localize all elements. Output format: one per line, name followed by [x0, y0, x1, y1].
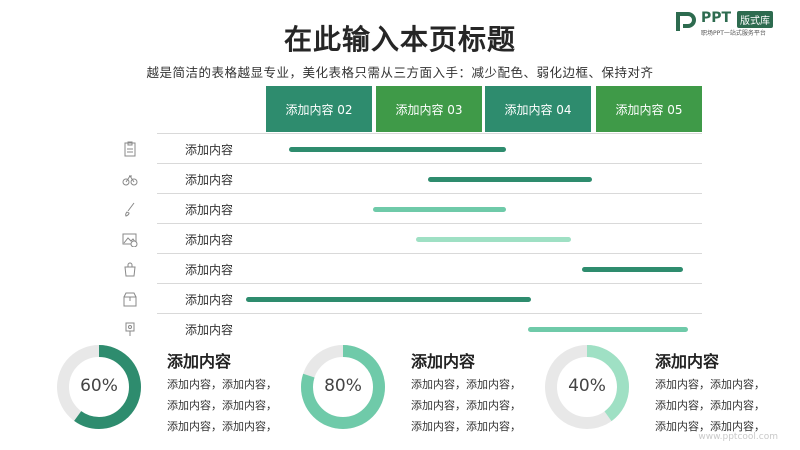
row-label: 添加内容: [185, 233, 234, 247]
clipboard-icon: [124, 141, 136, 157]
row-label: 添加内容: [185, 293, 234, 307]
gantt-bar: [416, 237, 572, 242]
row-divider: [157, 133, 702, 134]
progress-donut: [301, 345, 385, 429]
row-divider: [157, 313, 702, 314]
column-header: 添加内容 03: [376, 86, 482, 132]
column-header: 添加内容 02: [266, 86, 372, 132]
card-text: 添加内容，添加内容，: [411, 378, 521, 391]
card-text: 添加内容，添加内容，: [411, 420, 521, 433]
logo-mark-icon: [676, 12, 696, 31]
card-title: 添加内容: [411, 352, 476, 371]
card-text: 添加内容，添加内容，: [655, 378, 765, 391]
bag-icon: [124, 262, 136, 277]
page-subtitle: 越是简洁的表格越显专业，美化表格只需从三方面入手：减少配色、弱化边框、保持对齐: [146, 65, 654, 80]
logo-slogan: 职场PPT一站式服务平台: [701, 30, 766, 37]
donut-percent: 60%: [80, 376, 118, 396]
gantt-bar: [372, 207, 506, 212]
column-header: 添加内容 04: [485, 86, 591, 132]
page-title: 在此输入本页标题: [283, 23, 516, 56]
card-text: 添加内容，添加内容，: [167, 378, 277, 391]
gantt-bar: [288, 147, 506, 152]
donut-percent: 40%: [568, 376, 606, 396]
pin-icon: [125, 322, 135, 336]
row-divider: [157, 223, 702, 224]
watermark: www.pptcool.com: [698, 432, 778, 442]
row-label: 添加内容: [185, 143, 234, 157]
row-label: 添加内容: [185, 263, 234, 277]
brush-icon: [125, 202, 135, 217]
card-text: 添加内容，添加内容，: [655, 420, 765, 433]
card-title: 添加内容: [167, 352, 232, 371]
card-text: 添加内容，添加内容，: [655, 399, 765, 412]
row-divider: [157, 193, 702, 194]
brand-logo: PPT 版式库 职场PPT一站式服务平台: [675, 10, 790, 40]
row-divider: [157, 253, 702, 254]
card-text: 添加内容，添加内容，: [167, 420, 277, 433]
row-label: 添加内容: [185, 323, 234, 337]
column-header: 添加内容 05: [596, 86, 702, 132]
gantt-bar: [527, 327, 688, 332]
logo-brand: PPT: [701, 10, 732, 26]
card-text: 添加内容，添加内容，: [167, 399, 277, 412]
box-icon: [123, 292, 137, 307]
row-divider: [157, 283, 702, 284]
logo-tag: 版式库: [737, 11, 773, 28]
progress-donut: [545, 345, 629, 429]
image-icon: [122, 233, 138, 247]
row-label: 添加内容: [185, 203, 234, 217]
card-title: 添加内容: [655, 352, 720, 371]
donut-percent: 80%: [324, 376, 362, 396]
gantt-bar: [582, 267, 684, 272]
bicycle-icon: [122, 175, 138, 186]
row-divider: [157, 163, 702, 164]
progress-donut: [57, 345, 141, 429]
gantt-bar: [246, 297, 531, 302]
card-text: 添加内容，添加内容，: [411, 399, 521, 412]
row-label: 添加内容: [185, 173, 234, 187]
gantt-bar: [428, 177, 592, 182]
